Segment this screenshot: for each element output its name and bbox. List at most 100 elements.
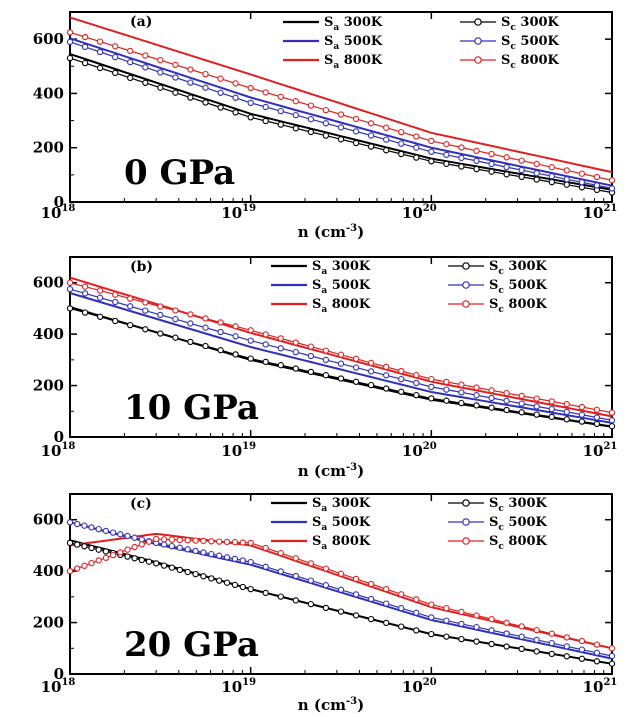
data-point [102, 527, 110, 535]
series-c800k-markers [66, 29, 616, 184]
data-point [307, 368, 315, 376]
data-point [548, 173, 555, 180]
x-tick-base: 10 [41, 678, 62, 696]
data-point [124, 532, 131, 540]
data-point [608, 423, 616, 430]
data-point [202, 70, 209, 78]
data-point [81, 290, 89, 297]
data-point [95, 546, 102, 553]
data-point [488, 394, 495, 402]
data-point [413, 379, 420, 387]
legend-entry: Sc 500K [448, 515, 548, 533]
data-point [292, 348, 299, 356]
data-point [518, 409, 525, 416]
series-a500k-line [69, 37, 613, 187]
data-point [443, 605, 450, 612]
data-point [142, 52, 149, 59]
legend-label-rest: 500K [516, 34, 560, 49]
data-point [398, 128, 405, 136]
data-point [428, 395, 435, 402]
data-point [518, 392, 525, 400]
data-point [142, 326, 149, 333]
data-point [262, 358, 269, 366]
data-point [518, 157, 525, 164]
data-point [518, 633, 525, 640]
x-tick-base: 10 [41, 442, 62, 460]
data-point [563, 634, 570, 641]
data-point [66, 29, 74, 36]
legend-label-rest: 800K [339, 53, 383, 68]
data-point [608, 660, 616, 667]
data-point [81, 33, 89, 41]
series-c300k-markers [66, 54, 616, 196]
data-point [142, 64, 149, 71]
legend-label-subscript: a [321, 305, 327, 315]
data-point [563, 408, 570, 416]
data-point [322, 372, 330, 379]
data-point [277, 362, 284, 369]
series-a500k-line [69, 292, 613, 424]
legend-label-base: S [501, 15, 510, 30]
data-point [217, 328, 224, 336]
data-point [277, 93, 284, 100]
data-point [262, 331, 269, 338]
data-point [96, 287, 104, 294]
x-axis-title-close: ) [357, 696, 364, 714]
legend-label-rest: 500K [504, 278, 548, 293]
data-point [458, 608, 465, 616]
data-point [608, 409, 616, 416]
legend-label-subscript: a [321, 267, 327, 277]
data-point [262, 117, 269, 125]
data-point [337, 351, 345, 358]
data-point [277, 593, 284, 600]
x-tick-exponent: 19 [242, 203, 256, 214]
legend-label-subscript: a [321, 504, 327, 514]
pressure-label: 0 GPa [124, 153, 235, 193]
legend-label: Sc 300K [489, 496, 548, 514]
data-point [239, 557, 246, 564]
data-point [127, 321, 134, 329]
legend-label-subscript: c [498, 267, 504, 277]
data-point [95, 557, 102, 564]
data-point [127, 74, 134, 82]
legend-label-subscript: c [498, 542, 504, 552]
data-point [277, 568, 284, 575]
x-tick-base: 10 [402, 204, 423, 222]
data-point [503, 171, 510, 178]
data-point [231, 539, 239, 546]
data-point [262, 544, 269, 552]
data-point [443, 378, 450, 386]
data-point [202, 342, 209, 350]
data-point [131, 534, 138, 541]
legend-entry: Sa 800K [283, 53, 383, 71]
legend-entry: Sa 300K [271, 259, 371, 277]
series-c800k-markers [66, 535, 616, 652]
data-point [352, 364, 360, 371]
data-point [593, 420, 601, 428]
x-tick-exponent: 19 [242, 677, 256, 688]
legend-label: Sc 800K [489, 297, 548, 315]
data-point [247, 99, 254, 107]
x-tick-exponent: 18 [61, 441, 75, 452]
data-point [473, 384, 480, 391]
data-point [322, 132, 330, 139]
legend-label-base: S [489, 278, 498, 293]
data-point [458, 163, 465, 170]
data-point [503, 154, 510, 161]
data-point [292, 572, 299, 580]
data-point [66, 539, 74, 547]
data-point [66, 38, 74, 46]
data-point [608, 417, 616, 424]
legend-label: Sc 800K [489, 534, 548, 552]
data-point [172, 74, 179, 81]
series-a800k-line [69, 16, 613, 174]
legend-label-subscript: c [510, 42, 516, 52]
data-point [109, 551, 117, 559]
x-tick-label: 1018 [41, 203, 76, 222]
data-point [458, 154, 465, 162]
data-point [337, 360, 345, 367]
data-point [533, 626, 540, 634]
data-point [208, 538, 215, 545]
data-point [74, 541, 81, 548]
